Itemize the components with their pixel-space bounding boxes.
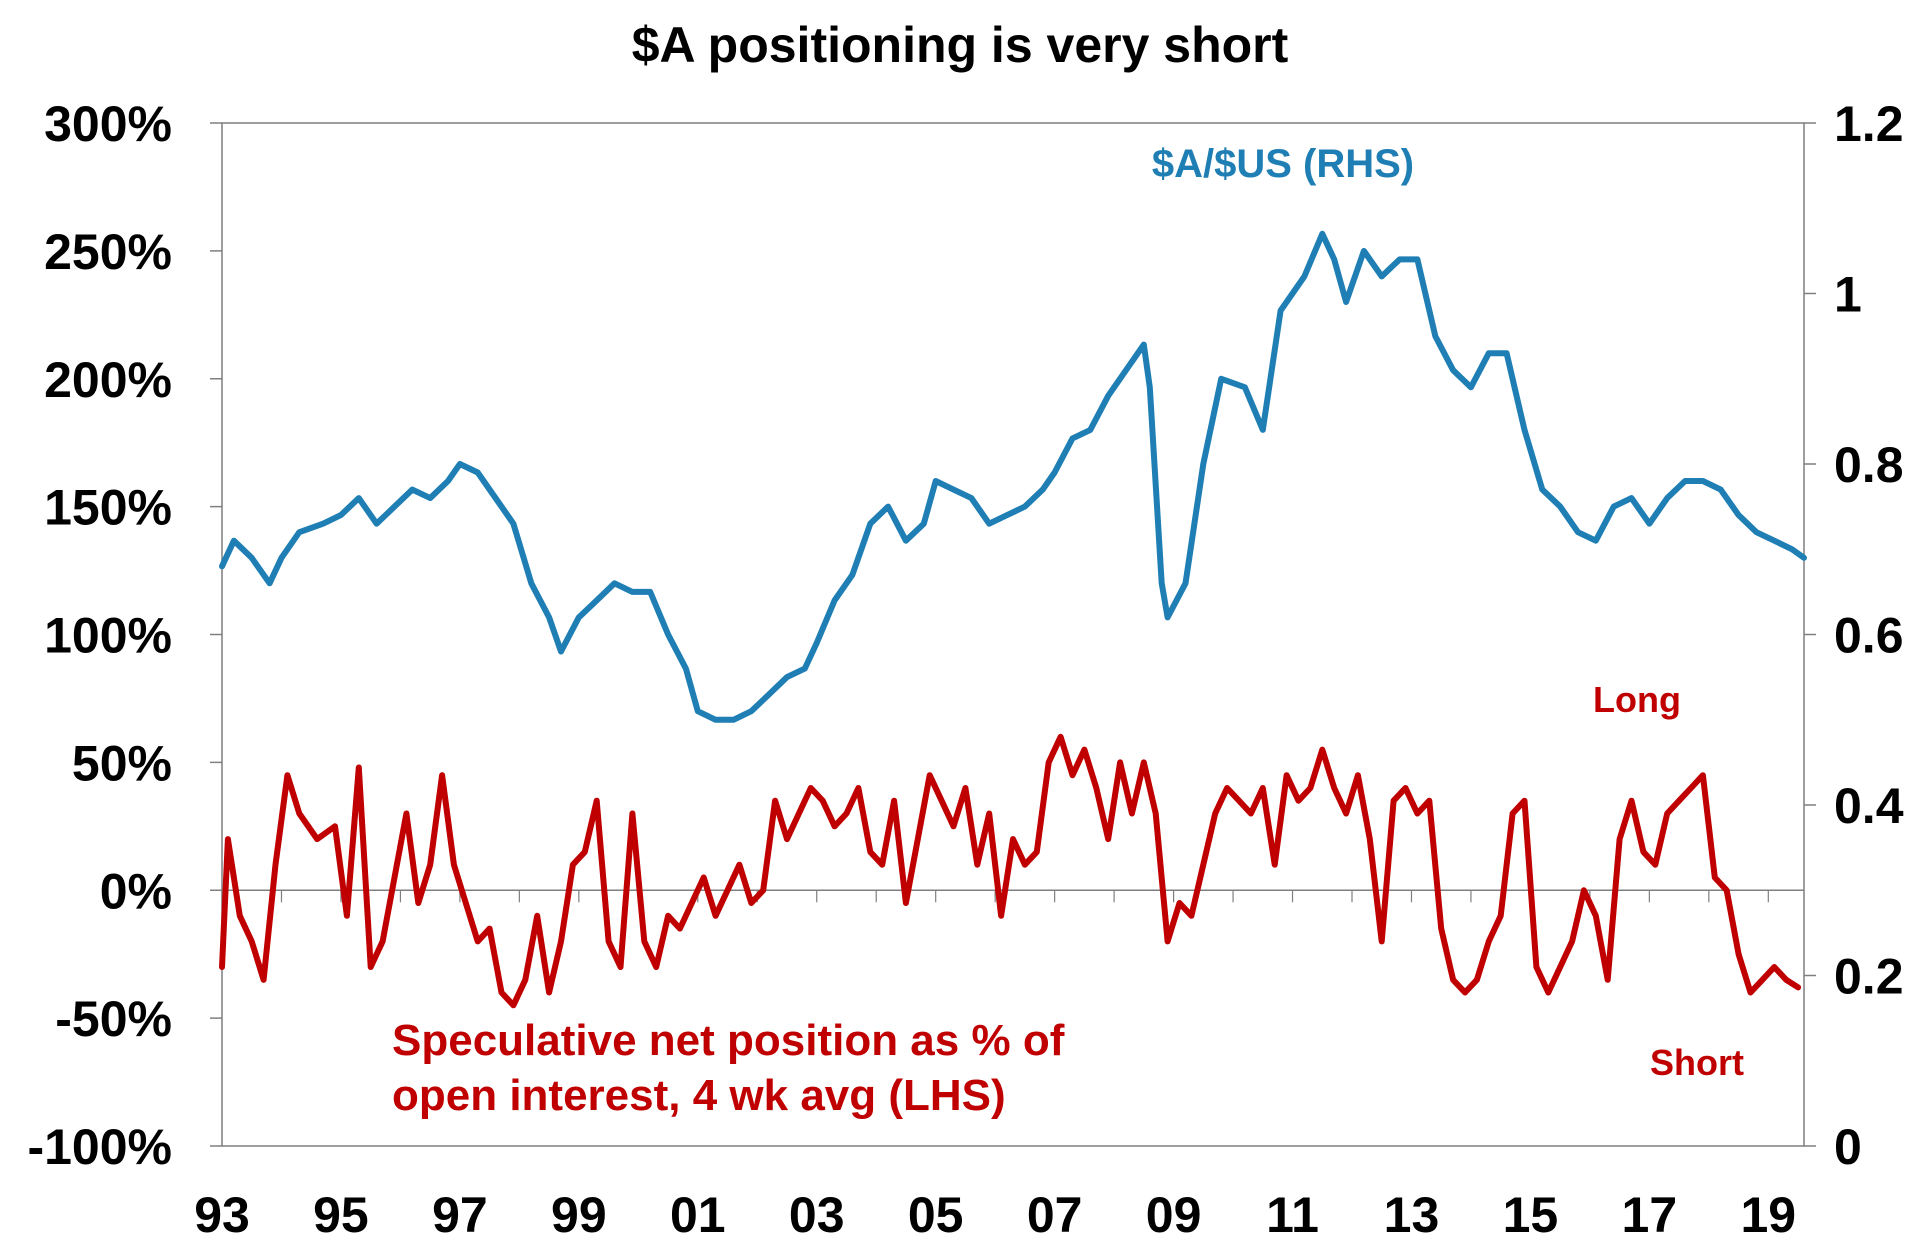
right-tick-label: 0.8 [1834, 437, 1904, 493]
annotation-short: Short [1650, 1042, 1744, 1083]
x-tick-label: 01 [670, 1187, 726, 1243]
series-label-net-position-line2: open interest, 4 wk avg (LHS) [392, 1071, 1006, 1120]
left-tick-label: 250% [44, 224, 172, 280]
x-tick-label: 13 [1384, 1187, 1440, 1243]
x-tick-label: 95 [313, 1187, 369, 1243]
right-tick-label: 1 [1834, 267, 1862, 323]
left-tick-label: -100% [27, 1119, 172, 1175]
left-tick-label: 150% [44, 480, 172, 536]
plot-frame [221, 122, 1805, 1147]
x-tick-label: 03 [789, 1187, 845, 1243]
left-tick-label: -50% [55, 991, 172, 1047]
x-tick-label: 17 [1622, 1187, 1678, 1243]
left-axis: 300% 250% 200% 150% 100% 50% 0% -50% -100% [27, 96, 222, 1175]
left-tick-label: 100% [44, 608, 172, 664]
right-tick-label: 0.2 [1834, 949, 1904, 1005]
x-tick-label: 97 [432, 1187, 488, 1243]
chart-title: $A positioning is very short [632, 17, 1289, 73]
x-tick-label: 07 [1027, 1187, 1083, 1243]
x-tick-label: 11 [1266, 1187, 1319, 1243]
series-line-aud-usd [219, 230, 1807, 723]
right-tick-label: 1.2 [1834, 96, 1904, 152]
right-tick-label: 0.4 [1834, 778, 1904, 834]
series-label-net-position-line1: Speculative net position as % of [392, 1016, 1065, 1065]
x-tick-label: 19 [1741, 1187, 1797, 1243]
x-tick-label: 15 [1503, 1187, 1559, 1243]
right-axis: 1.2 1 0.8 0.6 0.4 0.2 0 [1804, 96, 1904, 1175]
x-axis: 93 95 97 99 01 03 05 07 09 11 13 15 17 19 [194, 890, 1796, 1243]
annotation-long: Long [1593, 679, 1681, 720]
left-tick-label: 200% [44, 352, 172, 408]
right-tick-label: 0 [1834, 1119, 1862, 1175]
series-label-aud: $A/$US (RHS) [1152, 142, 1414, 186]
x-tick-label: 99 [551, 1187, 607, 1243]
left-tick-label: 0% [100, 863, 172, 919]
series-layer [219, 230, 1807, 1009]
x-tick-label: 09 [1146, 1187, 1202, 1243]
left-tick-label: 50% [72, 735, 172, 791]
x-tick-label: 93 [194, 1187, 250, 1243]
right-tick-label: 0.6 [1834, 608, 1904, 664]
series-line-net-position [219, 733, 1802, 1009]
left-tick-label: 300% [44, 96, 172, 152]
x-tick-label: 05 [908, 1187, 964, 1243]
